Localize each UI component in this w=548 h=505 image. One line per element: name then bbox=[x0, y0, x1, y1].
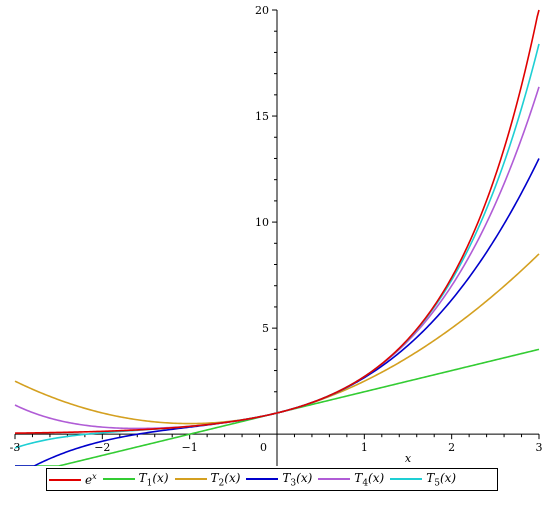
y-tick-label: 15 bbox=[255, 110, 269, 123]
plot-curves bbox=[14, 9, 540, 466]
x-tick-label: 2 bbox=[448, 441, 455, 454]
x-tick-label: 3 bbox=[536, 441, 543, 454]
x-tick-label: −1 bbox=[182, 441, 198, 454]
legend-item: T2(x) bbox=[174, 470, 241, 489]
legend-item: ex bbox=[49, 472, 97, 487]
legend-swatch bbox=[102, 478, 135, 481]
x-axis-label: x bbox=[405, 452, 412, 465]
legend-item: T1(x) bbox=[102, 470, 169, 489]
axes bbox=[14, 9, 540, 466]
legend-swatch bbox=[246, 478, 279, 481]
legend-label: T5(x) bbox=[426, 470, 457, 489]
y-tick-label: 20 bbox=[255, 4, 269, 17]
series-line-exp bbox=[14, 9, 540, 434]
y-tick-label: 10 bbox=[255, 216, 269, 229]
x-tick-label: -3 bbox=[10, 441, 21, 454]
legend-swatch bbox=[390, 478, 423, 481]
x-tick-label: 0 bbox=[260, 441, 267, 454]
legend-label: ex bbox=[85, 472, 97, 487]
legend: ex T1(x) T2(x) T3(x) T4(x) T5(x) bbox=[46, 468, 498, 491]
legend-swatch bbox=[318, 478, 351, 481]
legend-label: T2(x) bbox=[210, 470, 241, 489]
tick-labels: -3 −2 −1 0 1 2 3 5 10 15 20 bbox=[10, 4, 543, 454]
legend-swatch bbox=[49, 478, 81, 481]
taylor-polynomials-chart: -3 −2 −1 0 1 2 3 5 10 15 20 x bbox=[10, 4, 543, 466]
legend-label: T4(x) bbox=[354, 470, 385, 489]
legend-label: T3(x) bbox=[282, 470, 313, 489]
legend-swatch bbox=[174, 478, 207, 481]
x-tick-label: 1 bbox=[361, 441, 368, 454]
x-tick-label: −2 bbox=[94, 441, 110, 454]
legend-item: T5(x) bbox=[390, 471, 456, 488]
y-tick-label: 5 bbox=[262, 322, 269, 335]
legend-item: T3(x) bbox=[246, 471, 312, 488]
legend-item: T4(x) bbox=[318, 471, 384, 488]
legend-label: T1(x) bbox=[138, 470, 169, 489]
